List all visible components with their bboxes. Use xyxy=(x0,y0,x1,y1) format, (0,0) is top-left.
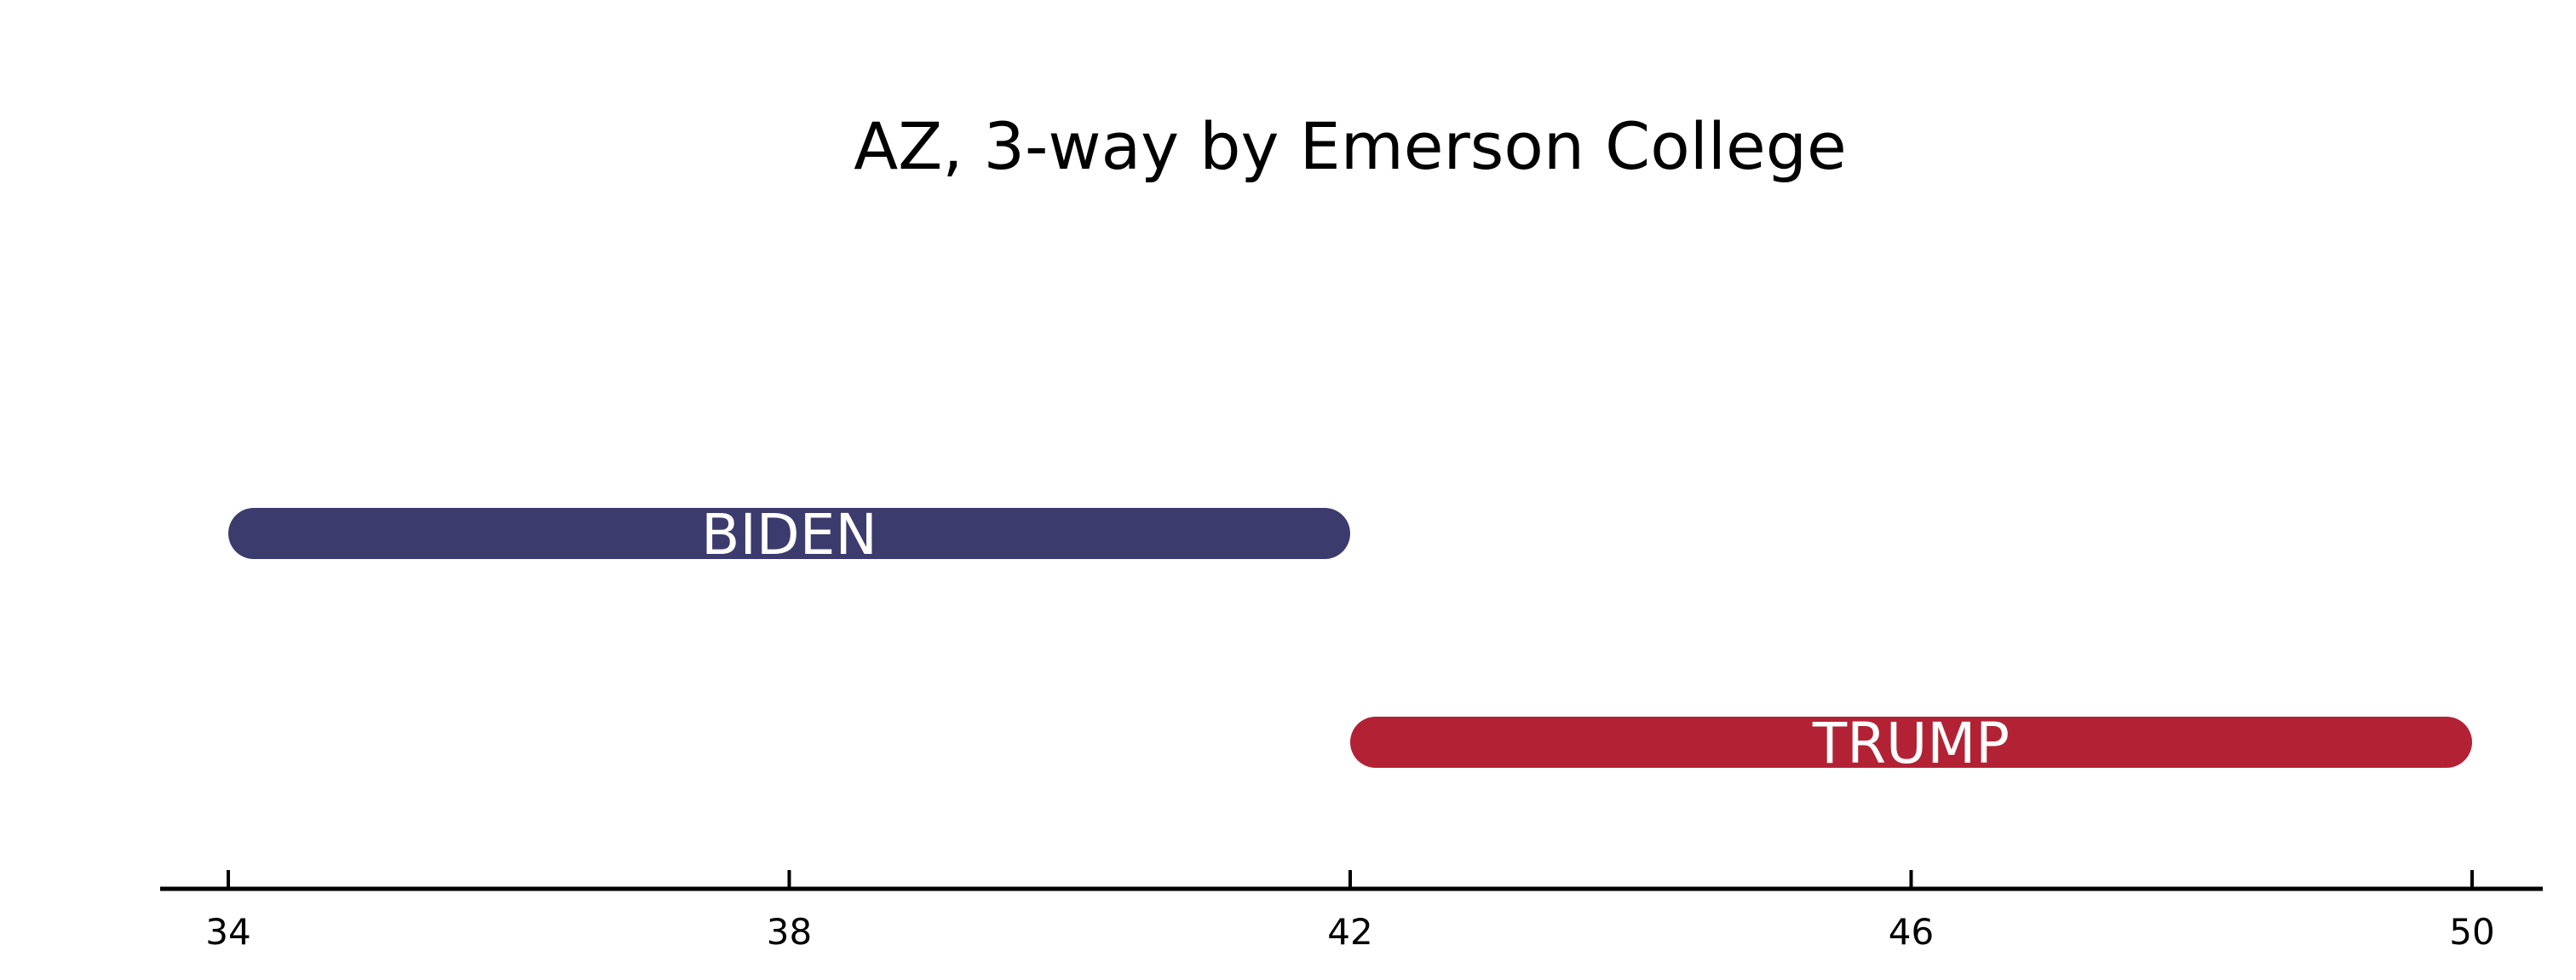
bar-label-biden: BIDEN xyxy=(701,502,877,568)
x-tick-label-46: 46 xyxy=(1889,911,1934,953)
bar-label-trump: TRUMP xyxy=(1812,711,2010,776)
bar-biden xyxy=(228,508,1350,559)
chart-title: AZ, 3-way by Emerson College xyxy=(854,108,1846,184)
x-tick-label-34: 34 xyxy=(205,911,250,953)
bar-trump xyxy=(1350,717,2472,768)
x-tick-label-42: 42 xyxy=(1327,911,1372,953)
x-tick-label-38: 38 xyxy=(767,911,812,953)
bars-layer: BIDEN TRUMP xyxy=(228,502,2472,776)
x-tick-label-50: 50 xyxy=(2449,911,2494,953)
x-axis: 34 38 42 46 50 xyxy=(160,870,2543,953)
